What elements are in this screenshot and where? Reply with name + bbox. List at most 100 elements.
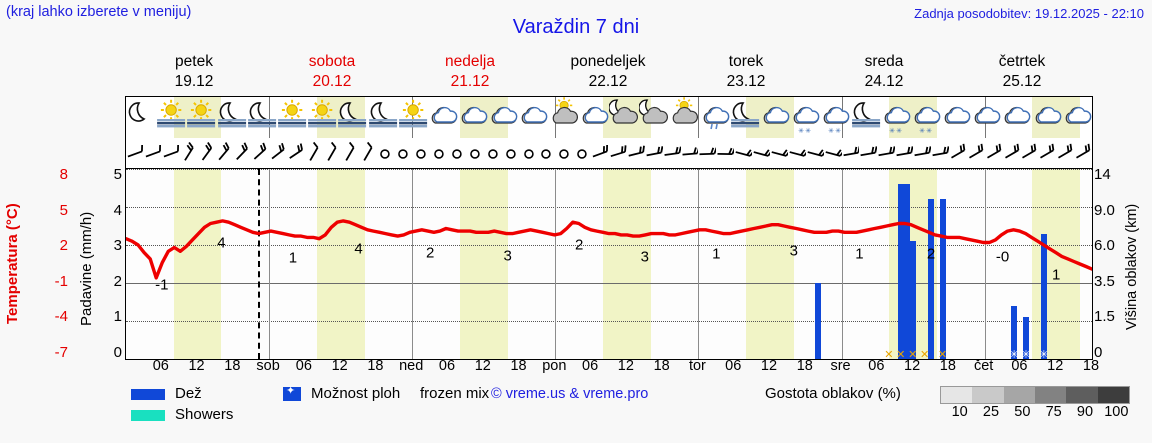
time-tick-12: 12: [617, 358, 634, 374]
cloud-density-tick-10: 10: [951, 404, 968, 420]
wind-barb-12: [341, 138, 359, 168]
weather-icon-cloud: [971, 97, 1001, 139]
day-gridline-3: [555, 169, 557, 359]
horizontal-gridline-1: [126, 321, 1092, 322]
weather-icon-moon-fog: [730, 97, 760, 139]
wind-barb-20: [484, 138, 502, 168]
frozen-mix-marker: ✕: [896, 349, 906, 360]
weather-icon-sun-cloud: [669, 97, 699, 139]
rain-swatch: [131, 388, 165, 400]
weather-icon-cloud-drizzle: [700, 97, 730, 139]
wind-barb-10: [305, 138, 323, 168]
precipitation-tick: 4: [113, 201, 122, 219]
wind-barb-8: [269, 138, 287, 168]
precipitation-bar: [939, 199, 946, 359]
wind-barb-42: [877, 138, 896, 168]
cloud-height-tick: 6.0: [1094, 237, 1115, 255]
legend-showers-label: Showers: [175, 406, 234, 423]
chance-showers-icon: [283, 384, 301, 402]
snow-marker: ✳: [1039, 349, 1049, 360]
temperature-point-label: -0: [995, 248, 1010, 266]
legend-cloud-density: Gostota oblakov (%): [765, 385, 901, 402]
time-tick-06: 06: [1011, 358, 1028, 374]
showers-swatch: [131, 409, 165, 421]
wind-barb-6: [233, 138, 251, 168]
weather-icon-moon-fog: [247, 97, 277, 139]
wind-barb-15: [394, 138, 412, 168]
time-tick-sob: sob: [256, 358, 280, 374]
day-gridline-5: [841, 169, 843, 359]
wind-barb-35: [752, 138, 773, 168]
wind-barb-2: [162, 138, 180, 168]
wind-barb-31: [681, 138, 700, 168]
legend-showers: Showers: [131, 406, 233, 423]
wind-barb-21: [502, 138, 520, 168]
cloud-height-axis-ticks: 14 9.0 6.0 3.5 1.5 0: [1094, 0, 1134, 443]
legend-rain: Dež: [131, 385, 202, 402]
svg-text:✳: ✳: [805, 127, 811, 135]
wind-barb-19: [466, 138, 484, 168]
temperature-point-label: 3: [640, 248, 649, 266]
frozen-mix-marker: ✕: [884, 349, 894, 360]
wind-barb-27: [609, 138, 627, 168]
weather-icon-cloud-snow: ✳ ✳: [881, 97, 911, 139]
temperature-curve: [126, 219, 1092, 280]
time-tick-06: 06: [438, 358, 456, 374]
time-tick-18: 18: [510, 358, 527, 374]
horizontal-gridline-5: [126, 169, 1092, 170]
wind-barb-41: [859, 138, 878, 168]
temperature-point-label: 4: [217, 234, 226, 252]
plot-daylight-band-3: [603, 169, 651, 359]
temperature-axis-ticks: 8 5 2 -1 -4 -7: [20, 0, 68, 443]
weather-icon-cloud: [518, 97, 548, 139]
temperature-point-label: 2: [575, 236, 584, 254]
wind-barb-strip: [125, 138, 1093, 168]
svg-text:✳: ✳: [919, 127, 925, 135]
wind-barb-53: [1074, 138, 1092, 168]
wind-barb-47: [967, 138, 985, 168]
precipitation-bar: [1023, 317, 1030, 359]
cloud-density-step-1: [972, 387, 1004, 403]
weather-icon-sun-fog: [307, 97, 337, 139]
day-gridline-4: [698, 169, 700, 359]
weather-icon-cloud-snow: ✳ ✳: [790, 97, 820, 139]
wind-barb-1: [144, 138, 162, 168]
wind-barb-32: [698, 138, 718, 168]
day-name: torek: [728, 53, 764, 70]
weather-icon-cloud: [488, 97, 518, 139]
day-gridline-6: [984, 169, 986, 359]
time-tick-18: 18: [1082, 358, 1100, 374]
current-time-line: [258, 169, 261, 359]
wind-barb-9: [287, 138, 305, 168]
time-tick-06: 06: [152, 358, 169, 374]
time-tick-06: 06: [868, 358, 885, 374]
precipitation-bar: [910, 241, 917, 359]
cloud-density-step-0: [941, 387, 973, 403]
precipitation-tick: 2: [113, 272, 122, 290]
temperature-point-label: 4: [354, 240, 363, 258]
snow-marker: ✳: [1009, 349, 1019, 360]
precipitation-bar: [1011, 305, 1018, 359]
day-date: 21.12: [450, 73, 490, 90]
day-header-4: torek 23.12: [677, 52, 815, 92]
temperature-point-label: -1: [155, 276, 169, 294]
cloud-density-label: Gostota oblakov (%): [765, 385, 901, 402]
wind-barb-17: [430, 138, 448, 168]
wind-barb-51: [1038, 138, 1056, 168]
wind-barb-48: [985, 138, 1003, 168]
wind-barb-29: [645, 138, 664, 168]
day-name: nedelja: [445, 53, 495, 70]
weather-icon-cloud: [1062, 97, 1092, 139]
wind-barb-52: [1056, 138, 1074, 168]
temperature-point-label: 3: [503, 247, 512, 265]
temperature-point-label: 1: [855, 245, 864, 263]
cloud-height-tick: 0: [1094, 344, 1103, 361]
temperature-tick: 8: [59, 166, 68, 183]
svg-text:✳: ✳: [896, 127, 902, 135]
copyright-link[interactable]: © vreme.us & vreme.pro: [491, 386, 649, 402]
weather-icon-cloud-snow: ✳ ✳: [911, 97, 941, 139]
precipitation-bar: [898, 184, 905, 359]
precipitation-bar: [814, 283, 821, 359]
legend-chance-of-showers: Možnost ploh: [283, 384, 401, 402]
legend-chance-label: Možnost ploh: [311, 385, 401, 402]
